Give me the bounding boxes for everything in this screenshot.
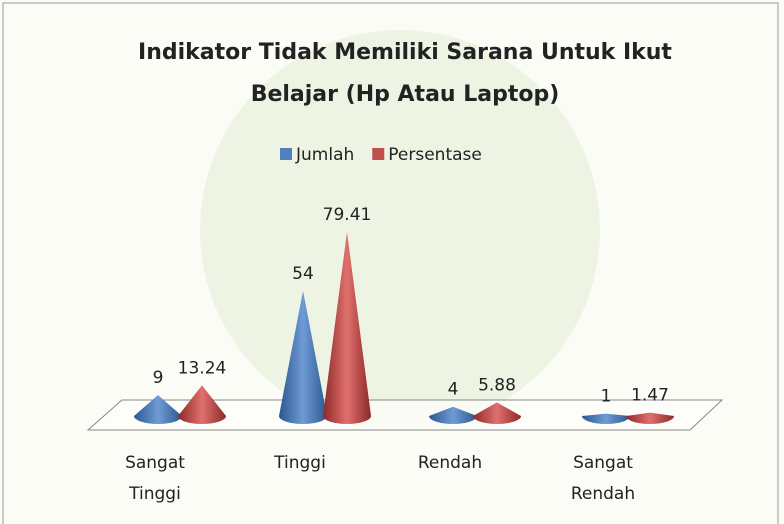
data-label: 54: [292, 264, 314, 284]
legend-label: Jumlah: [295, 145, 354, 165]
legend-swatch: [372, 148, 384, 160]
data-label: 1: [601, 387, 612, 407]
data-label: 9: [153, 368, 164, 388]
data-label: 5.88: [478, 375, 516, 395]
data-label: 1.47: [631, 386, 669, 406]
legend-swatch: [280, 148, 292, 160]
chart-title: Indikator Tidak Memiliki Sarana Untuk Ik…: [110, 32, 700, 116]
x-tick-label: Sangat Tinggi: [110, 448, 200, 510]
data-label: 79.41: [323, 205, 372, 225]
x-tick-label: Tinggi: [255, 448, 345, 479]
data-label: 4: [448, 380, 459, 400]
x-tick-label: Rendah: [405, 448, 495, 479]
legend-label: Persentase: [388, 145, 482, 165]
chart: JumlahPersentase913.245479.4145.8811.47 …: [0, 0, 784, 524]
x-tick-label: Sangat Rendah: [558, 448, 648, 510]
data-label: 13.24: [178, 358, 227, 378]
